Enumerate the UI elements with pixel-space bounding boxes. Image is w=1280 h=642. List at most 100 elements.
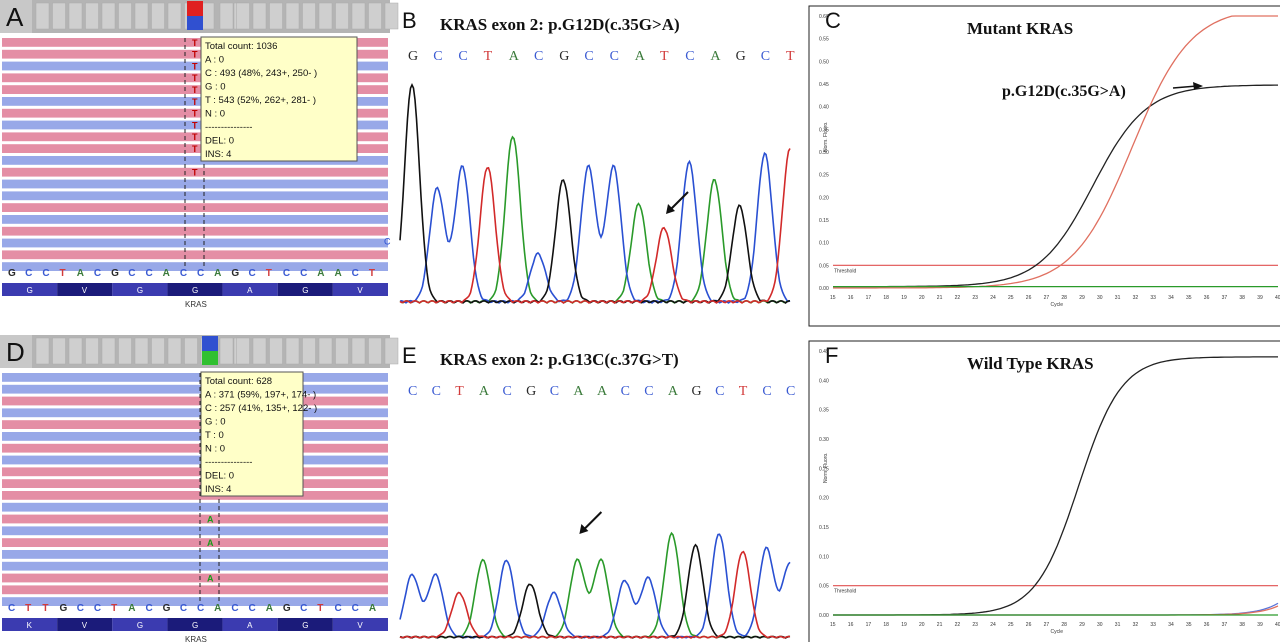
- mismatch-base: T: [192, 97, 198, 107]
- coverage-variant-t: [187, 1, 203, 16]
- coverage-cell: [52, 337, 66, 365]
- x-tick-label: 23: [972, 622, 978, 628]
- aa-letter: V: [82, 621, 88, 630]
- read-row: [2, 420, 388, 429]
- seq-base: C: [761, 49, 770, 64]
- mismatch-base: A: [207, 573, 214, 583]
- tooltip-line: A : 0: [205, 55, 224, 66]
- amplification-curve-2: [833, 605, 1279, 616]
- coverage-cell: [101, 2, 116, 30]
- read-row: [2, 73, 388, 83]
- ref-base: C: [180, 268, 187, 279]
- x-tick-label: 19: [901, 295, 907, 301]
- read-row: [2, 561, 388, 571]
- read-row: [2, 179, 388, 189]
- ref-base: C: [249, 268, 256, 279]
- aa-box: [167, 618, 223, 631]
- read-row: [2, 132, 388, 142]
- seq-base: C: [762, 384, 771, 399]
- coverage-cell: [68, 337, 83, 365]
- threshold-label: Threshold: [834, 589, 856, 595]
- seq-base: G: [736, 49, 746, 64]
- mismatch-base: T: [192, 109, 198, 119]
- coverage-cell: [351, 2, 366, 30]
- coverage-cell: [285, 337, 300, 365]
- aa-box: [112, 618, 168, 631]
- ref-base: C: [94, 268, 101, 279]
- seq-base: A: [509, 49, 520, 64]
- coverage-variant-c: [202, 336, 218, 351]
- read-row: [2, 215, 388, 224]
- seq-base: C: [786, 384, 795, 399]
- trace-T: [399, 550, 791, 639]
- panel-label: C: [825, 8, 841, 33]
- aa-letter: K: [27, 621, 33, 630]
- y-tick-label: 0.00: [819, 613, 829, 619]
- mutation-arrow: [582, 511, 603, 531]
- coverage-cell: [184, 337, 198, 365]
- pcr-chart-c: C 15 16 17 18 19 20 21 22 23 24 25 26 27 28 29 30 31 32 33 3…: [808, 5, 1280, 327]
- x-tick-label: 35: [1186, 622, 1192, 628]
- chromatogram-title: KRAS exon 2: p.G13C(c.37G>T): [440, 350, 679, 369]
- mismatch-base: T: [192, 120, 198, 130]
- y-tick-label: 0.45: [819, 349, 829, 355]
- coverage-cell: [384, 2, 399, 30]
- annotation-arrow: [1172, 85, 1198, 89]
- x-tick-label: 26: [1026, 622, 1032, 628]
- read-row: [2, 491, 388, 500]
- ref-base: T: [25, 603, 31, 614]
- tooltip-line: G : 0: [205, 417, 226, 428]
- y-tick-label: 0.25: [819, 173, 829, 179]
- ref-base: G: [231, 268, 239, 279]
- read-row: [2, 514, 388, 524]
- amplification-curve-1: [833, 602, 1279, 616]
- chart-frame: [808, 340, 1280, 642]
- ref-base: C: [94, 603, 101, 614]
- coverage-cell: [85, 337, 99, 365]
- trace-C: [399, 151, 791, 305]
- ref-base: T: [317, 603, 323, 614]
- aa-box: [222, 618, 278, 631]
- mismatch-base: A: [207, 538, 214, 548]
- y-tick-label: 0.30: [819, 437, 829, 443]
- x-tick-label: 28: [1061, 622, 1067, 628]
- mutation-arrow: [669, 191, 689, 211]
- read-row: [2, 384, 388, 394]
- seq-base: C: [550, 384, 559, 399]
- y-tick-label: 0.40: [819, 378, 829, 384]
- read-row: [2, 203, 388, 212]
- tooltip-line: A : 371 (59%, 197+, 174- ): [205, 390, 316, 401]
- aa-letter: G: [192, 621, 198, 630]
- ref-base: A: [369, 603, 376, 614]
- x-tick-label: 15: [830, 295, 836, 301]
- coverage-cell: [118, 337, 132, 365]
- read-row: [2, 455, 388, 465]
- tooltip-line: Total count: 628: [205, 376, 272, 387]
- x-tick-label: 33: [1150, 295, 1156, 301]
- panel-label: F: [825, 343, 838, 368]
- read-row: [2, 108, 388, 118]
- seq-base: A: [479, 384, 490, 399]
- mismatch-base: T: [192, 50, 198, 60]
- x-tick-label: 36: [1204, 622, 1210, 628]
- ref-base: C: [300, 603, 307, 614]
- y-tick-label: 0.05: [819, 584, 829, 590]
- y-axis-label: Norm. Fluoro.: [823, 452, 829, 483]
- coverage-cell: [335, 2, 349, 30]
- annotation-arrowhead: [1193, 82, 1203, 90]
- amplification-curve-0: [833, 84, 1278, 288]
- tooltip-line: ---------------: [205, 122, 252, 133]
- coverage-cell: [219, 337, 234, 365]
- coverage-cell: [118, 2, 132, 30]
- aa-letter: A: [247, 621, 253, 630]
- read-row: [2, 585, 388, 595]
- x-tick-label: 31: [1115, 622, 1121, 628]
- aa-letter: G: [137, 286, 143, 295]
- seq-base: T: [739, 384, 748, 399]
- ref-base: T: [111, 603, 117, 614]
- tooltip-line: T : 543 (52%, 262+, 281- ): [205, 95, 316, 106]
- coverage-cell: [134, 337, 149, 365]
- tooltip-line: T : 0: [205, 430, 224, 441]
- x-tick-label: 25: [1008, 622, 1014, 628]
